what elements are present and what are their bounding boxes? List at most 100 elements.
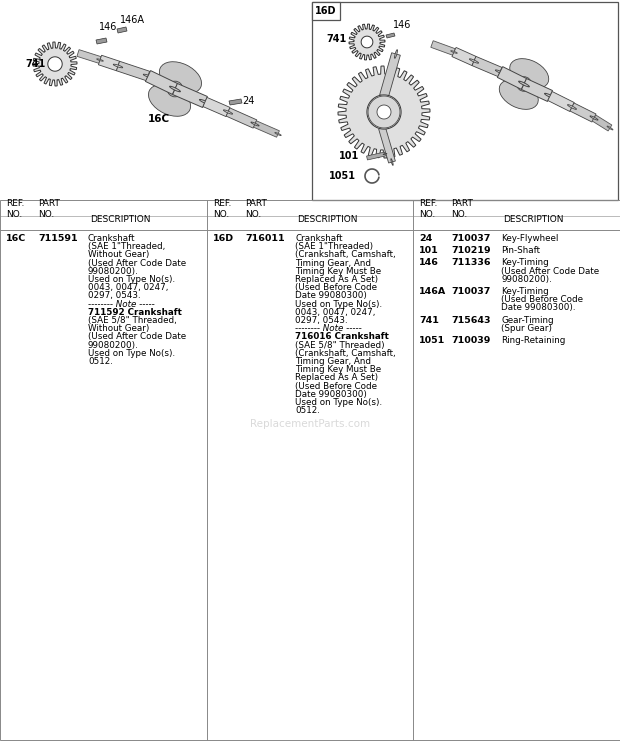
Text: 146A: 146A bbox=[120, 15, 145, 25]
Ellipse shape bbox=[544, 93, 556, 99]
Ellipse shape bbox=[383, 153, 387, 155]
Text: REF.
NO.: REF. NO. bbox=[6, 199, 24, 219]
Text: Used on Type No(s).: Used on Type No(s). bbox=[295, 300, 382, 309]
Polygon shape bbox=[99, 55, 120, 71]
Text: ReplacementParts.com: ReplacementParts.com bbox=[250, 419, 370, 429]
Text: 711591: 711591 bbox=[38, 234, 78, 243]
Polygon shape bbox=[229, 99, 242, 105]
Text: DESCRIPTION: DESCRIPTION bbox=[90, 214, 151, 223]
Polygon shape bbox=[367, 95, 401, 129]
Text: 741: 741 bbox=[25, 59, 45, 69]
Polygon shape bbox=[226, 108, 257, 128]
Text: 101: 101 bbox=[419, 246, 439, 255]
Text: 24: 24 bbox=[419, 234, 432, 243]
Polygon shape bbox=[497, 67, 526, 89]
Text: REF.
NO.: REF. NO. bbox=[213, 199, 231, 219]
Text: Used on Type No(s).: Used on Type No(s). bbox=[88, 349, 175, 358]
Ellipse shape bbox=[469, 59, 479, 63]
Text: 99080200).: 99080200). bbox=[88, 267, 139, 276]
Text: Without Gear): Without Gear) bbox=[88, 251, 149, 260]
Polygon shape bbox=[48, 57, 62, 71]
Ellipse shape bbox=[394, 50, 397, 58]
Text: Pin-Shaft: Pin-Shaft bbox=[501, 246, 540, 255]
Text: (Used After Code Date: (Used After Code Date bbox=[88, 259, 186, 268]
Text: (SAE 5/8" Threaded,: (SAE 5/8" Threaded, bbox=[88, 316, 177, 325]
Text: Date 99080300).: Date 99080300). bbox=[501, 304, 575, 312]
Text: 146: 146 bbox=[99, 22, 117, 32]
Text: Crankshaft: Crankshaft bbox=[295, 234, 342, 243]
Ellipse shape bbox=[275, 132, 281, 135]
Polygon shape bbox=[547, 92, 574, 112]
Text: 0043, 0047, 0247,: 0043, 0047, 0247, bbox=[295, 308, 375, 317]
Text: 101: 101 bbox=[339, 151, 359, 161]
Polygon shape bbox=[96, 38, 107, 44]
Ellipse shape bbox=[518, 81, 529, 87]
Circle shape bbox=[167, 81, 183, 97]
Polygon shape bbox=[379, 53, 401, 97]
Polygon shape bbox=[338, 66, 430, 158]
Text: (SAE 5/8" Threaded): (SAE 5/8" Threaded) bbox=[295, 341, 384, 350]
Polygon shape bbox=[172, 83, 207, 107]
Polygon shape bbox=[146, 71, 177, 94]
Text: 16D: 16D bbox=[315, 6, 337, 16]
Polygon shape bbox=[361, 36, 373, 48]
Polygon shape bbox=[33, 42, 77, 86]
Text: 715643: 715643 bbox=[451, 315, 490, 324]
Polygon shape bbox=[366, 152, 386, 160]
Text: 146: 146 bbox=[393, 20, 412, 30]
Text: DESCRIPTION: DESCRIPTION bbox=[503, 214, 564, 223]
Text: 146: 146 bbox=[419, 258, 439, 267]
Text: 716011: 716011 bbox=[245, 234, 285, 243]
Text: 0043, 0047, 0247,: 0043, 0047, 0247, bbox=[88, 283, 169, 292]
Text: 16C: 16C bbox=[6, 234, 26, 243]
Text: Ring-Retaining: Ring-Retaining bbox=[501, 336, 565, 345]
Text: Replaced As A Set): Replaced As A Set) bbox=[295, 373, 378, 382]
Text: (Used Before Code: (Used Before Code bbox=[501, 295, 583, 304]
Polygon shape bbox=[452, 48, 476, 65]
Ellipse shape bbox=[97, 59, 104, 61]
Polygon shape bbox=[77, 50, 101, 63]
Text: (Used After Code Date: (Used After Code Date bbox=[88, 333, 186, 341]
Text: Date 99080300): Date 99080300) bbox=[295, 390, 367, 399]
Text: DESCRIPTION: DESCRIPTION bbox=[297, 214, 358, 223]
Text: PART
NO.: PART NO. bbox=[451, 199, 473, 219]
Text: Used on Type No(s).: Used on Type No(s). bbox=[295, 398, 382, 407]
Ellipse shape bbox=[451, 51, 458, 54]
Ellipse shape bbox=[200, 100, 211, 105]
Polygon shape bbox=[368, 96, 400, 128]
Text: 99080200).: 99080200). bbox=[501, 275, 552, 283]
Text: (Crankshaft, Camshaft,: (Crankshaft, Camshaft, bbox=[295, 251, 396, 260]
Text: -------- Note -----: -------- Note ----- bbox=[88, 300, 155, 309]
Bar bbox=[312, 2, 618, 200]
Text: 16C: 16C bbox=[148, 114, 170, 124]
Bar bbox=[0, 200, 620, 740]
Ellipse shape bbox=[251, 122, 259, 126]
Circle shape bbox=[516, 77, 531, 92]
Text: 710037: 710037 bbox=[451, 287, 490, 296]
Text: 24: 24 bbox=[242, 96, 254, 106]
Polygon shape bbox=[592, 115, 612, 131]
Polygon shape bbox=[203, 97, 230, 117]
Ellipse shape bbox=[607, 126, 613, 130]
Text: (SAE 1"Threaded,: (SAE 1"Threaded, bbox=[88, 243, 166, 251]
Text: (Used Before Code: (Used Before Code bbox=[295, 382, 377, 391]
Text: Date 99080300): Date 99080300) bbox=[295, 292, 367, 301]
Bar bbox=[312, 2, 340, 20]
Polygon shape bbox=[431, 41, 455, 55]
Text: 1051: 1051 bbox=[329, 171, 356, 181]
Text: Gear-Timing: Gear-Timing bbox=[501, 315, 554, 324]
Ellipse shape bbox=[223, 110, 232, 114]
Text: 741: 741 bbox=[327, 34, 347, 44]
Polygon shape bbox=[379, 127, 396, 163]
Text: 99080200).: 99080200). bbox=[88, 341, 139, 350]
Text: PART
NO.: PART NO. bbox=[245, 199, 267, 219]
Text: REF.
NO.: REF. NO. bbox=[419, 199, 437, 219]
Text: Replaced As A Set): Replaced As A Set) bbox=[295, 275, 378, 284]
Polygon shape bbox=[254, 121, 280, 137]
Text: 710039: 710039 bbox=[451, 336, 490, 345]
Ellipse shape bbox=[590, 116, 598, 120]
Ellipse shape bbox=[391, 158, 393, 165]
Ellipse shape bbox=[510, 59, 549, 89]
Text: -------- Note -----: -------- Note ----- bbox=[295, 324, 361, 333]
Polygon shape bbox=[349, 24, 385, 60]
